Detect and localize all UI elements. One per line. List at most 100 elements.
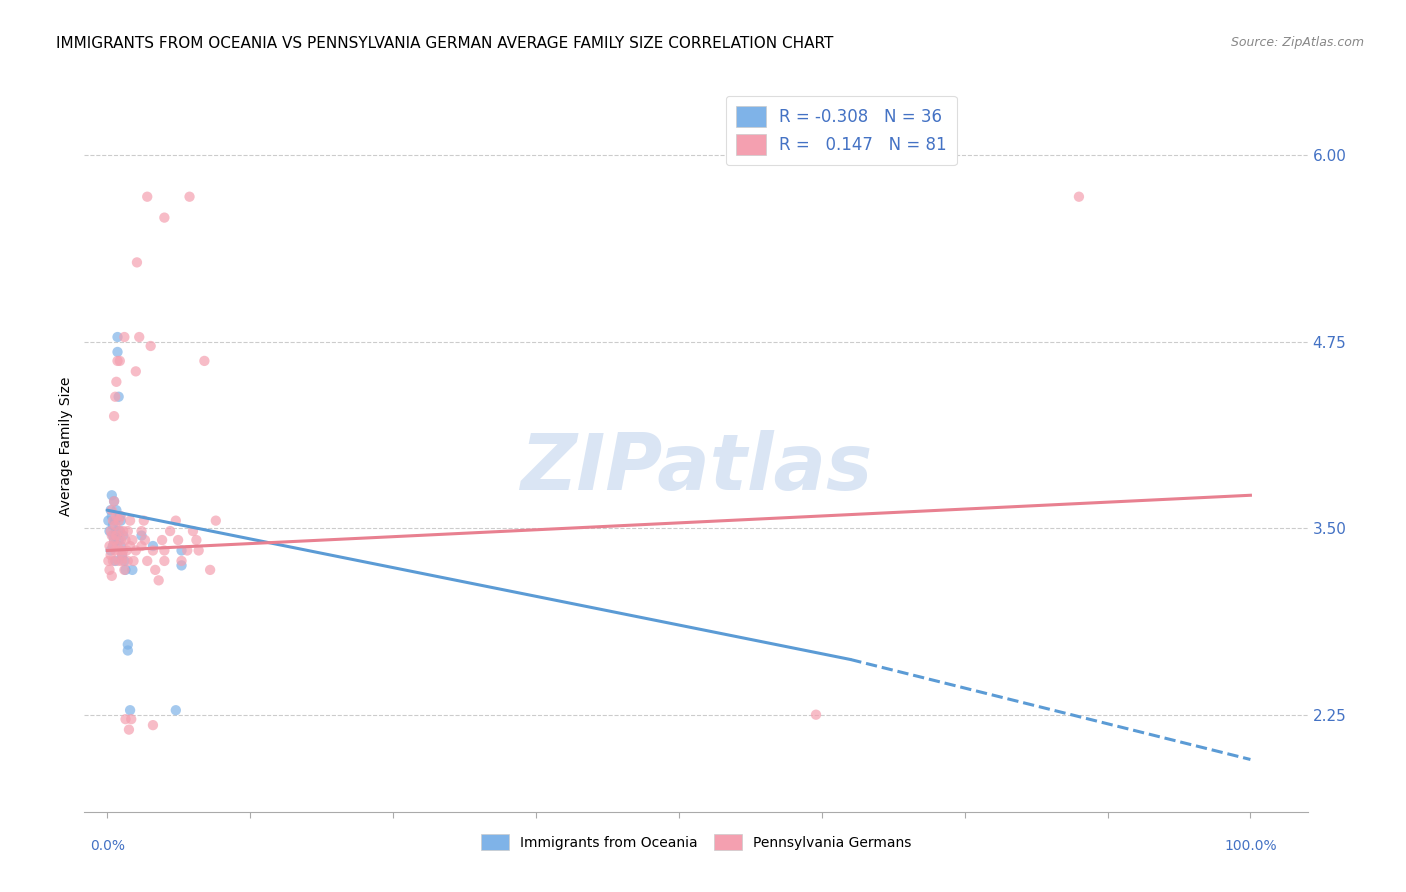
Point — [112, 563, 135, 577]
Point — [100, 548, 122, 562]
Point — [167, 533, 190, 547]
Point — [101, 509, 124, 524]
Point — [136, 190, 159, 204]
Point — [131, 524, 153, 538]
Text: ZIPatlas: ZIPatlas — [520, 430, 872, 506]
Point — [98, 539, 121, 553]
Point — [125, 543, 148, 558]
Point — [105, 509, 128, 524]
Point — [153, 543, 176, 558]
Point — [100, 503, 122, 517]
Point — [100, 524, 122, 538]
Point — [98, 563, 121, 577]
Point — [103, 494, 125, 508]
Point — [179, 190, 201, 204]
Point — [112, 524, 135, 538]
Point — [125, 364, 148, 378]
Point — [117, 643, 139, 657]
Text: Source: ZipAtlas.com: Source: ZipAtlas.com — [1230, 36, 1364, 49]
Point — [186, 533, 208, 547]
Point — [114, 712, 136, 726]
Point — [104, 514, 127, 528]
Point — [111, 548, 134, 562]
Point — [107, 514, 129, 528]
Point — [804, 707, 827, 722]
Point — [165, 514, 187, 528]
Point — [108, 543, 131, 558]
Point — [114, 563, 136, 577]
Point — [181, 524, 204, 538]
Point — [103, 533, 125, 547]
Point — [122, 554, 145, 568]
Point — [103, 409, 125, 424]
Point — [114, 533, 136, 547]
Text: IMMIGRANTS FROM OCEANIA VS PENNSYLVANIA GERMAN AVERAGE FAMILY SIZE CORRELATION C: IMMIGRANTS FROM OCEANIA VS PENNSYLVANIA … — [56, 36, 834, 51]
Point — [103, 494, 125, 508]
Point — [121, 563, 143, 577]
Point — [110, 533, 132, 547]
Point — [108, 354, 131, 368]
Point — [112, 554, 135, 568]
Point — [118, 723, 141, 737]
Point — [136, 554, 159, 568]
Point — [101, 554, 124, 568]
Point — [108, 509, 131, 524]
Point — [134, 533, 156, 547]
Text: 0.0%: 0.0% — [90, 838, 125, 853]
Point — [159, 524, 181, 538]
Point — [103, 533, 125, 547]
Point — [111, 554, 134, 568]
Point — [101, 503, 124, 517]
Point — [108, 524, 131, 538]
Point — [142, 539, 165, 553]
Point — [105, 524, 128, 538]
Point — [205, 514, 228, 528]
Point — [107, 554, 129, 568]
Point — [142, 718, 165, 732]
Point — [117, 554, 139, 568]
Point — [110, 509, 132, 524]
Point — [187, 543, 209, 558]
Point — [107, 345, 129, 359]
Point — [170, 558, 193, 573]
Point — [101, 528, 124, 542]
Point — [98, 524, 121, 538]
Point — [108, 524, 131, 538]
Point — [100, 543, 122, 558]
Text: 100.0%: 100.0% — [1225, 838, 1277, 853]
Point — [112, 543, 135, 558]
Point — [105, 528, 128, 542]
Point — [104, 390, 127, 404]
Point — [120, 712, 142, 726]
Legend: Immigrants from Oceania, Pennsylvania Germans: Immigrants from Oceania, Pennsylvania Ge… — [475, 829, 917, 856]
Point — [105, 503, 128, 517]
Point — [153, 554, 176, 568]
Point — [101, 514, 124, 528]
Point — [193, 354, 215, 368]
Point — [97, 554, 120, 568]
Point — [170, 554, 193, 568]
Point — [107, 539, 129, 553]
Point — [150, 533, 173, 547]
Point — [198, 563, 221, 577]
Point — [120, 703, 142, 717]
Point — [1067, 190, 1090, 204]
Point — [117, 524, 139, 538]
Point — [104, 543, 127, 558]
Point — [112, 528, 135, 542]
Point — [107, 354, 129, 368]
Point — [139, 339, 162, 353]
Point — [101, 539, 124, 553]
Point — [110, 539, 132, 553]
Point — [101, 488, 124, 502]
Point — [107, 533, 129, 547]
Point — [101, 518, 124, 533]
Point — [101, 539, 124, 553]
Point — [131, 528, 153, 542]
Point — [143, 563, 166, 577]
Point — [112, 330, 135, 344]
Point — [110, 514, 132, 528]
Y-axis label: Average Family Size: Average Family Size — [59, 376, 73, 516]
Point — [125, 255, 148, 269]
Point — [132, 514, 155, 528]
